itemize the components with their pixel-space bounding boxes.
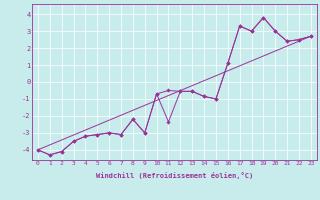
X-axis label: Windchill (Refroidissement éolien,°C): Windchill (Refroidissement éolien,°C) — [96, 172, 253, 179]
